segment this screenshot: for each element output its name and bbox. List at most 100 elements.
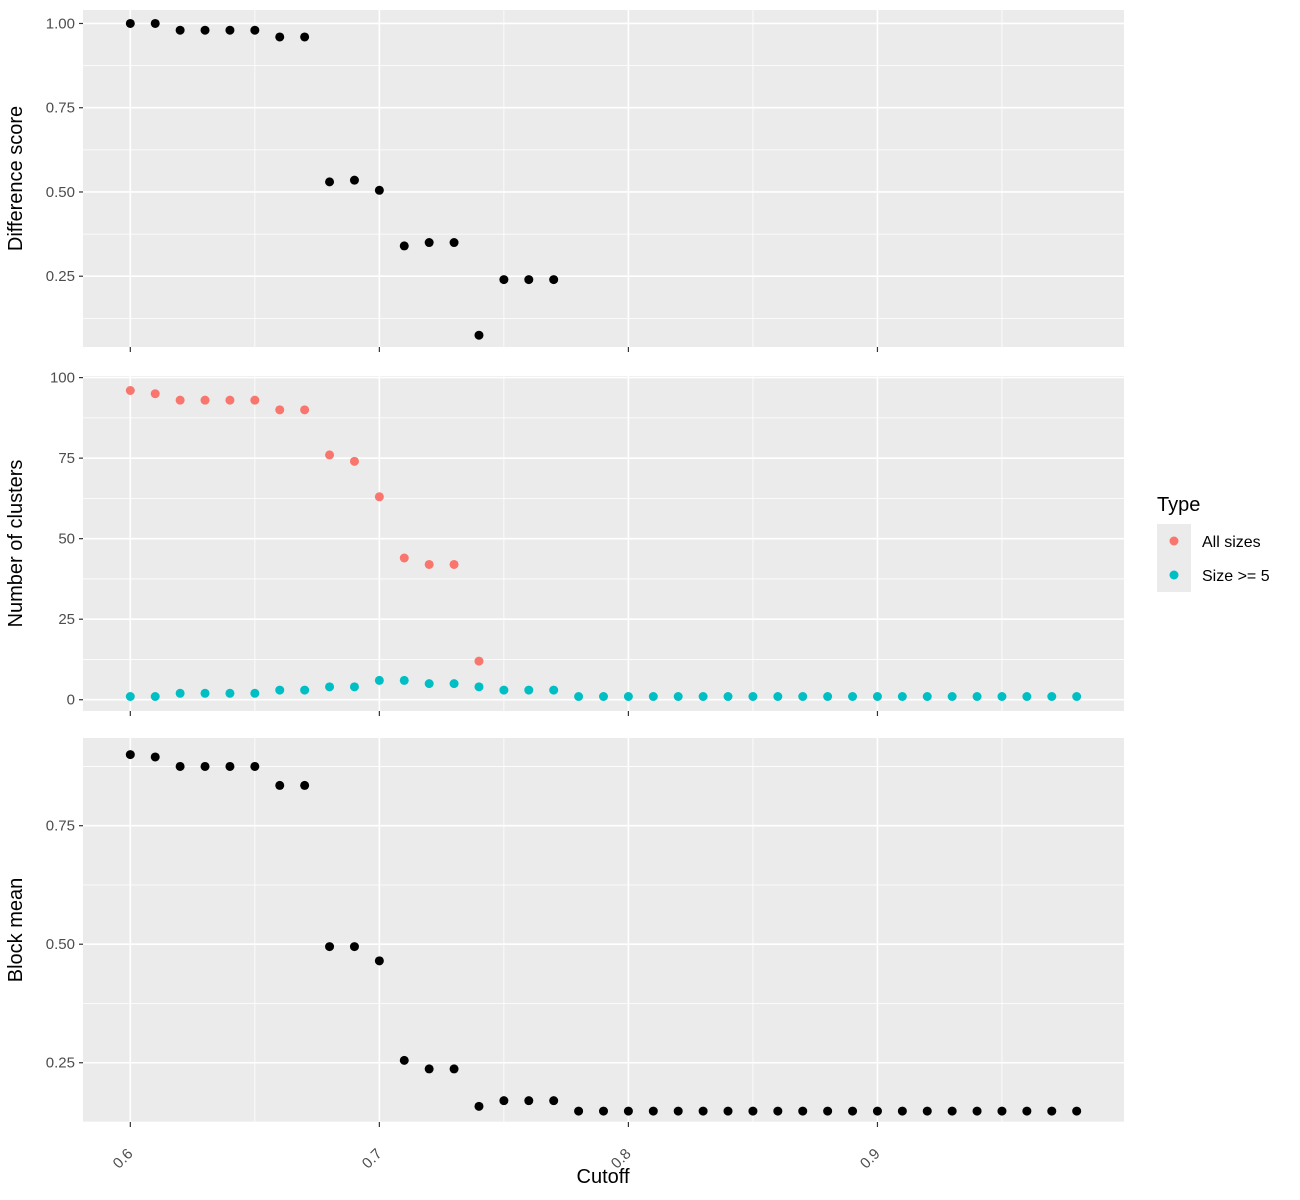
data-point <box>150 18 160 28</box>
legend-label-all-sizes: All sizes <box>1202 534 1261 551</box>
data-point-size-5 <box>872 692 882 702</box>
data-point <box>922 1106 932 1116</box>
data-point-all-sizes <box>225 395 235 405</box>
data-point-size-5 <box>300 685 310 695</box>
data-point <box>300 780 310 790</box>
data-point-all-sizes <box>349 456 359 466</box>
y-axis-title: Difference score <box>5 106 27 251</box>
data-point <box>150 752 160 762</box>
data-point-size-5 <box>698 692 708 702</box>
data-point <box>698 1106 708 1116</box>
data-point-size-5 <box>648 692 658 702</box>
data-point-size-5 <box>250 688 260 698</box>
data-point <box>424 238 434 248</box>
data-point <box>250 761 260 771</box>
data-point-size-5 <box>275 685 285 695</box>
data-point <box>399 241 409 251</box>
data-point <box>1022 1106 1032 1116</box>
data-point <box>1047 1106 1057 1116</box>
y-tick-label: 0.75 <box>46 818 75 835</box>
data-point-size-5 <box>673 692 683 702</box>
data-point <box>175 761 185 771</box>
panel-1: 0.25 0.50 0.75 1.00 Difference score <box>5 10 1124 352</box>
data-point <box>997 1106 1007 1116</box>
data-point <box>225 761 235 771</box>
data-point-size-5 <box>449 679 459 689</box>
data-point-all-sizes <box>200 395 210 405</box>
data-point <box>225 25 235 35</box>
data-point <box>549 1096 559 1106</box>
data-point <box>524 275 534 285</box>
data-point <box>374 956 384 966</box>
data-point-size-5 <box>474 682 484 692</box>
y-tick-label: 0.75 <box>46 100 75 117</box>
x-tick-label: 0.7 <box>359 1145 386 1172</box>
data-point <box>723 1106 733 1116</box>
data-point-size-5 <box>499 685 509 695</box>
data-point <box>648 1106 658 1116</box>
data-point <box>499 275 509 285</box>
data-point-size-5 <box>997 692 1007 702</box>
x-tick-label: 0.6 <box>110 1145 137 1172</box>
data-point-size-5 <box>748 692 758 702</box>
data-point <box>748 1106 758 1116</box>
data-point-size-5 <box>549 685 559 695</box>
data-point <box>897 1106 907 1116</box>
data-point-all-sizes <box>374 492 384 502</box>
data-point-size-5 <box>175 688 185 698</box>
data-point-size-5 <box>599 692 608 702</box>
y-tick-label: 0.25 <box>46 1055 75 1072</box>
data-point <box>449 238 459 248</box>
data-point-all-sizes <box>449 559 459 569</box>
data-point <box>175 25 185 35</box>
data-point-size-5 <box>623 692 633 702</box>
data-point <box>275 32 285 42</box>
y-tick-label: 25 <box>58 611 75 628</box>
y-tick-label: 50 <box>58 531 75 548</box>
data-point-size-5 <box>823 692 833 702</box>
data-point-size-5 <box>1047 692 1057 702</box>
y-tick-label: 0.25 <box>46 268 75 285</box>
data-point <box>623 1106 633 1116</box>
data-point-size-5 <box>798 692 808 702</box>
data-point <box>449 1064 459 1074</box>
data-point-all-sizes <box>150 389 160 399</box>
data-point-all-sizes <box>399 553 409 563</box>
data-point <box>349 942 359 952</box>
data-point <box>798 1106 808 1116</box>
data-point <box>349 175 359 185</box>
data-point <box>1072 1106 1082 1116</box>
data-point <box>872 1106 882 1116</box>
data-point <box>125 750 135 760</box>
data-point <box>300 32 310 42</box>
legend-key-all-sizes <box>1169 536 1179 546</box>
data-point <box>399 1055 409 1065</box>
data-point-size-5 <box>374 675 384 685</box>
data-point <box>374 185 384 195</box>
data-point-size-5 <box>349 682 359 692</box>
legend-label-size-ge-5: Size >= 5 <box>1202 568 1270 585</box>
data-point-all-sizes <box>125 385 135 395</box>
y-tick-label: 0 <box>67 692 75 709</box>
panel-2: 0 25 50 75 100 Number of clusters <box>5 370 1124 716</box>
data-point <box>325 177 335 187</box>
data-point-all-sizes <box>250 395 260 405</box>
legend: Type All sizes Size >= 5 <box>1157 494 1270 592</box>
y-tick-label: 100 <box>50 370 75 387</box>
data-point-size-5 <box>125 692 135 702</box>
data-point-all-sizes <box>275 405 285 415</box>
legend-title: Type <box>1157 494 1200 516</box>
y-tick-label: 0.50 <box>46 184 75 201</box>
data-point-size-5 <box>773 692 783 702</box>
data-point-all-sizes <box>424 559 434 569</box>
data-point-size-5 <box>723 692 733 702</box>
data-point <box>549 275 559 285</box>
data-point-all-sizes <box>175 395 185 405</box>
data-point <box>200 25 210 35</box>
data-point-size-5 <box>225 688 235 698</box>
data-point-size-5 <box>922 692 932 702</box>
panels-group: 0.25 0.50 0.75 1.00 Difference score 0 25 50 75 1… <box>5 10 1124 1172</box>
data-point-size-5 <box>424 679 434 689</box>
